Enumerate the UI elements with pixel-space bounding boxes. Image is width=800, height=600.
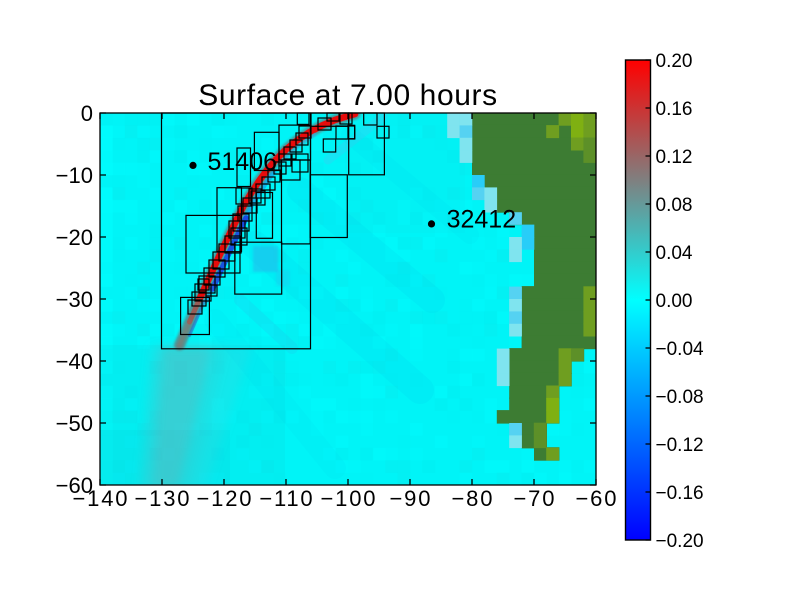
svg-text:−40: −40 bbox=[56, 349, 93, 374]
svg-text:−0.20: −0.20 bbox=[656, 531, 704, 552]
svg-text:−120: −120 bbox=[197, 486, 254, 511]
svg-text:0.08: 0.08 bbox=[656, 195, 693, 216]
svg-text:−60: −60 bbox=[576, 486, 619, 511]
svg-text:−20: −20 bbox=[56, 225, 93, 250]
svg-text:−10: −10 bbox=[56, 163, 93, 188]
svg-text:−60: −60 bbox=[56, 473, 93, 498]
svg-text:−100: −100 bbox=[321, 486, 378, 511]
svg-text:−50: −50 bbox=[56, 411, 93, 436]
svg-text:0.00: 0.00 bbox=[656, 291, 693, 312]
svg-text:−0.08: −0.08 bbox=[656, 387, 704, 408]
svg-text:51406: 51406 bbox=[208, 148, 278, 176]
svg-text:−80: −80 bbox=[452, 486, 495, 511]
svg-text:0.16: 0.16 bbox=[656, 99, 693, 120]
svg-text:32412: 32412 bbox=[447, 206, 517, 234]
svg-text:−130: −130 bbox=[135, 486, 192, 511]
svg-text:−0.12: −0.12 bbox=[656, 435, 704, 456]
svg-text:−0.04: −0.04 bbox=[656, 339, 705, 360]
svg-text:−70: −70 bbox=[514, 486, 557, 511]
svg-text:−0.16: −0.16 bbox=[656, 483, 704, 504]
svg-text:0: 0 bbox=[81, 101, 93, 126]
svg-text:Surface at 7.00 hours: Surface at 7.00 hours bbox=[198, 79, 497, 112]
svg-text:0.04: 0.04 bbox=[656, 243, 693, 264]
svg-text:−140: −140 bbox=[73, 486, 130, 511]
svg-text:−90: −90 bbox=[390, 486, 433, 511]
svg-text:−30: −30 bbox=[56, 287, 93, 312]
svg-text:0.12: 0.12 bbox=[656, 147, 693, 168]
svg-text:0.20: 0.20 bbox=[656, 51, 693, 72]
svg-text:−110: −110 bbox=[259, 486, 314, 511]
